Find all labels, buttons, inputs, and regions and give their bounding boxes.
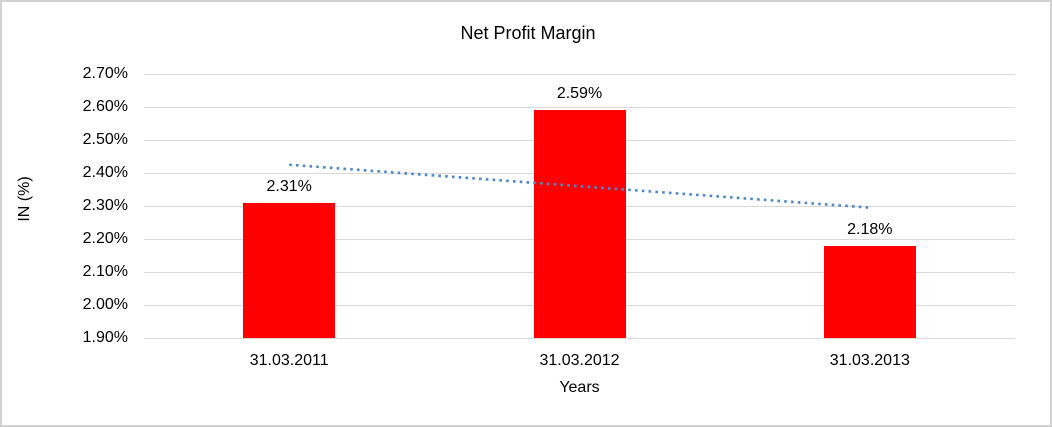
y-tick-label: 2.30% bbox=[82, 197, 128, 214]
data-label: 2.59% bbox=[556, 85, 603, 103]
plot-area bbox=[144, 74, 1015, 339]
y-tick-label: 2.20% bbox=[82, 230, 128, 247]
bar-31.03.2013 bbox=[823, 245, 916, 338]
y-tick-label: 2.40% bbox=[82, 164, 128, 181]
x-tick-label: 31.03.2012 bbox=[539, 352, 620, 369]
gridline bbox=[144, 338, 1015, 339]
y-tick-label: 2.50% bbox=[82, 131, 128, 148]
gridline bbox=[144, 107, 1015, 108]
y-tick-label: 2.00% bbox=[82, 296, 128, 313]
bar-31.03.2012 bbox=[533, 110, 626, 338]
y-tick-label: 2.70% bbox=[82, 65, 128, 82]
y-tick-label: 1.90% bbox=[82, 329, 128, 346]
data-label: 2.18% bbox=[847, 220, 893, 238]
y-tick-label: 2.60% bbox=[82, 98, 128, 115]
gridline bbox=[144, 74, 1015, 75]
bar-31.03.2011 bbox=[243, 202, 336, 338]
x-tick-label: 31.03.2013 bbox=[829, 352, 910, 369]
chart-title: Net Profit Margin bbox=[460, 23, 596, 43]
y-tick-label: 2.10% bbox=[82, 263, 128, 280]
data-label: 2.31% bbox=[266, 177, 312, 195]
x-tick-label: 31.03.2011 bbox=[249, 352, 329, 369]
x-axis-title: Years bbox=[559, 379, 600, 396]
